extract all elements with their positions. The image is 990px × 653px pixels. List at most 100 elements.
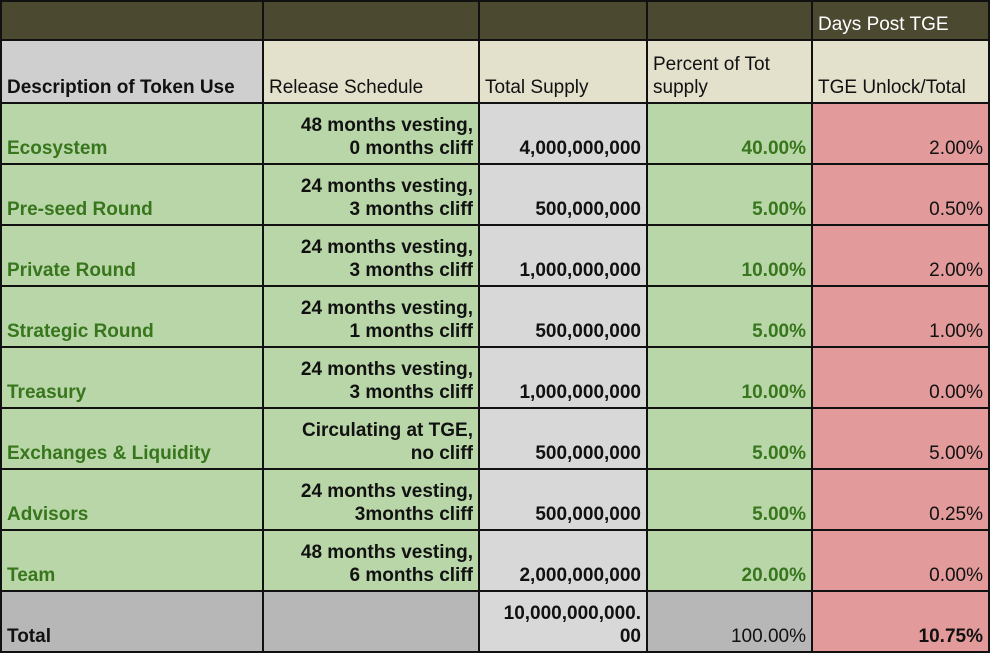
row-unlock-cell[interactable]: 0.00% <box>811 529 990 592</box>
row-supply-cell[interactable]: 500,000,000 <box>478 163 648 226</box>
row-unlock: 2.00% <box>929 260 983 281</box>
header-total-supply-cell[interactable]: Total Supply <box>478 39 648 104</box>
row-percent-cell[interactable]: 5.00% <box>646 285 813 348</box>
top-header-cell-1[interactable] <box>0 0 264 41</box>
row-schedule-line2: 6 months cliff <box>349 565 473 586</box>
table-row: Advisors 24 months vesting, 3months cliff… <box>0 468 990 531</box>
row-schedule-line2: 3 months cliff <box>349 260 473 281</box>
table-row: Ecosystem 48 months vesting, 0 months cli… <box>0 102 990 165</box>
row-unlock-cell[interactable]: 5.00% <box>811 407 990 470</box>
row-supply: 1,000,000,000 <box>519 382 641 403</box>
row-percent-cell[interactable]: 40.00% <box>646 102 813 165</box>
header-tge-unlock-cell[interactable]: TGE Unlock/Total <box>811 39 990 104</box>
row-schedule-line1: 24 months vesting, <box>300 481 473 502</box>
row-supply-cell[interactable]: 4,000,000,000 <box>478 102 648 165</box>
top-header-cell-4[interactable] <box>646 0 813 41</box>
total-supply-line1: 10,000,000,000. <box>503 603 641 624</box>
row-supply-cell[interactable]: 500,000,000 <box>478 468 648 531</box>
row-supply: 1,000,000,000 <box>519 260 641 281</box>
row-schedule-cell[interactable]: 48 months vesting, 6 months cliff <box>262 529 480 592</box>
total-supply-cell[interactable]: 10,000,000,000. 00 <box>478 590 648 653</box>
row-schedule-line2: 1 months cliff <box>349 321 473 342</box>
row-supply: 500,000,000 <box>535 504 641 525</box>
total-label: Total <box>7 626 51 647</box>
header-tge-unlock: TGE Unlock/Total <box>818 77 966 98</box>
table-row: Team 48 months vesting, 6 months cliff 2,… <box>0 529 990 592</box>
row-supply-cell[interactable]: 1,000,000,000 <box>478 224 648 287</box>
row-supply-cell[interactable]: 2,000,000,000 <box>478 529 648 592</box>
row-supply: 500,000,000 <box>535 199 641 220</box>
row-unlock-cell[interactable]: 2.00% <box>811 224 990 287</box>
row-name-cell[interactable]: Private Round <box>0 224 264 287</box>
total-unlock-cell[interactable]: 10.75% <box>811 590 990 653</box>
row-unlock-cell[interactable]: 1.00% <box>811 285 990 348</box>
row-schedule-line1: 48 months vesting, <box>300 115 473 136</box>
days-post-tge-label: Days Post TGE <box>818 14 949 35</box>
total-schedule-cell[interactable] <box>262 590 480 653</box>
header-percent-cell[interactable]: Percent of Tot supply <box>646 39 813 104</box>
row-percent: 40.00% <box>741 138 806 159</box>
row-schedule-line1: 24 months vesting, <box>300 298 473 319</box>
total-percent-cell[interactable]: 100.00% <box>646 590 813 653</box>
row-unlock-cell[interactable]: 0.25% <box>811 468 990 531</box>
row-schedule-line1: 48 months vesting, <box>300 542 473 563</box>
row-schedule-line2: 3 months cliff <box>349 382 473 403</box>
row-unlock-cell[interactable]: 0.00% <box>811 346 990 409</box>
row-percent: 10.00% <box>741 260 806 281</box>
top-header-row: Days Post TGE <box>0 0 990 41</box>
row-unlock-cell[interactable]: 0.50% <box>811 163 990 226</box>
row-name-cell[interactable]: Exchanges & Liquidity <box>0 407 264 470</box>
row-percent-cell[interactable]: 10.00% <box>646 346 813 409</box>
row-schedule-cell[interactable]: 24 months vesting, 1 months cliff <box>262 285 480 348</box>
row-unlock-cell[interactable]: 2.00% <box>811 102 990 165</box>
row-percent-cell[interactable]: 5.00% <box>646 163 813 226</box>
total-percent: 100.00% <box>730 626 806 647</box>
row-schedule-line1: 24 months vesting, <box>300 237 473 258</box>
row-percent-cell[interactable]: 5.00% <box>646 468 813 531</box>
table-row: Exchanges & Liquidity Circulating at TGE… <box>0 407 990 470</box>
header-release-schedule-cell[interactable]: Release Schedule <box>262 39 480 104</box>
row-supply-cell[interactable]: 500,000,000 <box>478 285 648 348</box>
row-schedule-line2: 3months cliff <box>354 504 473 525</box>
row-percent: 5.00% <box>752 443 806 464</box>
row-supply-cell[interactable]: 500,000,000 <box>478 407 648 470</box>
row-name: Advisors <box>7 504 89 525</box>
table-row: Treasury 24 months vesting, 3 months clif… <box>0 346 990 409</box>
days-post-tge-cell[interactable]: Days Post TGE <box>811 0 990 41</box>
row-supply: 4,000,000,000 <box>519 138 641 159</box>
row-percent-cell[interactable]: 10.00% <box>646 224 813 287</box>
row-unlock: 0.00% <box>929 382 983 403</box>
row-name-cell[interactable]: Strategic Round <box>0 285 264 348</box>
top-header-cell-3[interactable] <box>478 0 648 41</box>
row-percent-cell[interactable]: 20.00% <box>646 529 813 592</box>
row-schedule-cell[interactable]: 24 months vesting, 3months cliff <box>262 468 480 531</box>
total-label-cell[interactable]: Total <box>0 590 264 653</box>
row-name: Strategic Round <box>7 321 154 342</box>
row-supply-cell[interactable]: 1,000,000,000 <box>478 346 648 409</box>
row-name-cell[interactable]: Team <box>0 529 264 592</box>
header-total-supply: Total Supply <box>485 77 589 98</box>
row-unlock: 2.00% <box>929 138 983 159</box>
row-schedule-cell[interactable]: 48 months vesting, 0 months cliff <box>262 102 480 165</box>
table-row: Private Round 24 months vesting, 3 months… <box>0 224 990 287</box>
row-name-cell[interactable]: Advisors <box>0 468 264 531</box>
row-schedule-cell[interactable]: 24 months vesting, 3 months cliff <box>262 163 480 226</box>
row-schedule-cell[interactable]: Circulating at TGE, no cliff <box>262 407 480 470</box>
row-unlock: 0.50% <box>929 199 983 220</box>
row-name-cell[interactable]: Ecosystem <box>0 102 264 165</box>
row-schedule-line1: Circulating at TGE, <box>301 420 473 441</box>
row-percent-cell[interactable]: 5.00% <box>646 407 813 470</box>
row-name-cell[interactable]: Pre-seed Round <box>0 163 264 226</box>
row-name-cell[interactable]: Treasury <box>0 346 264 409</box>
row-schedule-cell[interactable]: 24 months vesting, 3 months cliff <box>262 224 480 287</box>
row-schedule-cell[interactable]: 24 months vesting, 3 months cliff <box>262 346 480 409</box>
top-header-cell-2[interactable] <box>262 0 480 41</box>
column-header-row: Description of Token Use Release Schedul… <box>0 39 990 104</box>
row-schedule-line2: no cliff <box>410 443 473 464</box>
row-name: Pre-seed Round <box>7 199 153 220</box>
header-description-cell[interactable]: Description of Token Use <box>0 39 264 104</box>
row-schedule-line2: 3 months cliff <box>349 199 473 220</box>
header-release-schedule: Release Schedule <box>269 77 424 98</box>
row-name: Ecosystem <box>7 138 108 159</box>
